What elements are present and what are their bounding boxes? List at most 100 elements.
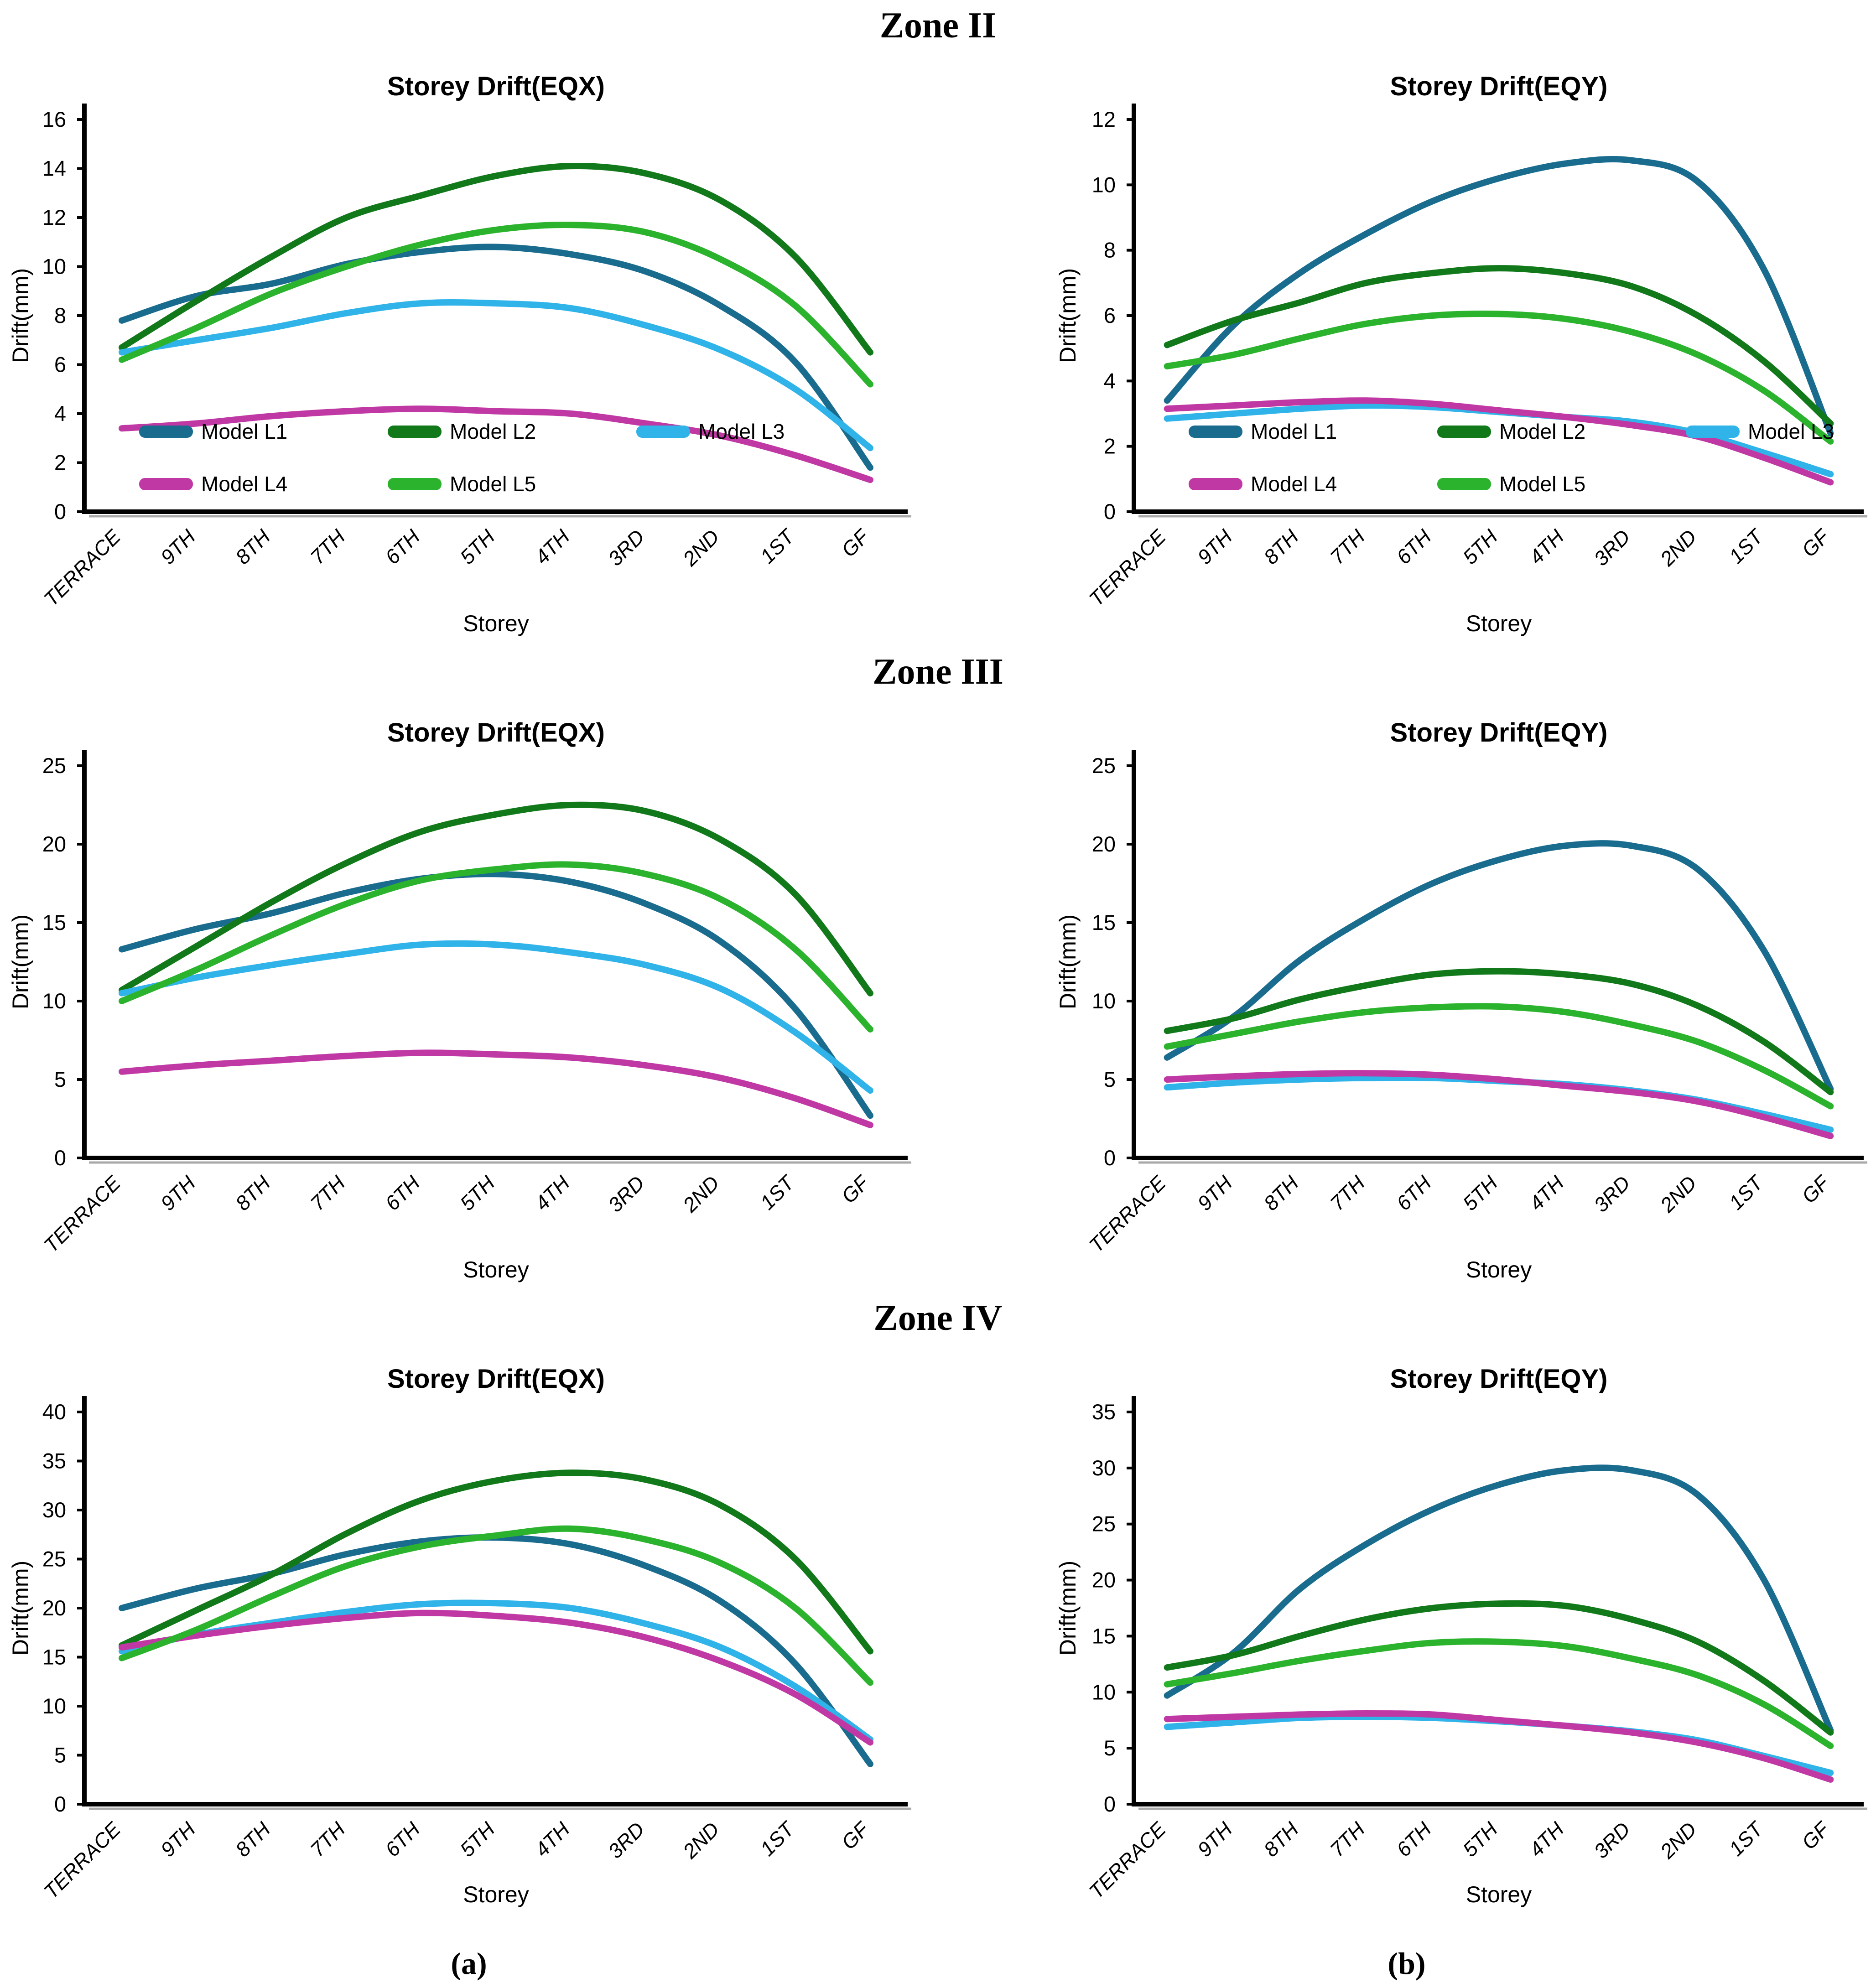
y-tick-label: 15 [42, 910, 66, 934]
y-tick-label: 20 [42, 1596, 66, 1620]
y-tick-label: 0 [54, 1792, 66, 1816]
chart-svg-zone-iv-eqx: Storey Drift(EQX) 0 5 10 15 20 25 30 35 40 TERRACE… [8, 1364, 911, 1907]
x-tick-label: GF [1797, 1170, 1834, 1208]
y-tick-label: 8 [1104, 238, 1116, 262]
y-tick-label: 5 [54, 1067, 66, 1091]
y-tick-label: 10 [1092, 172, 1116, 197]
x-tick-label: 9TH [156, 525, 200, 569]
legend-swatch-model-l3 [1686, 426, 1740, 438]
y-tick-label: 6 [54, 353, 66, 377]
x-tick-label: 9TH [1193, 525, 1237, 569]
legend-label-model-l1: Model L1 [201, 420, 287, 443]
x-tick-label: TERRACE [39, 1171, 125, 1257]
x-tick-label: 2ND [678, 1171, 723, 1217]
x-tick-label: 3RD [603, 1817, 649, 1863]
y-axis-label: Drift(mm) [1055, 914, 1081, 1009]
series-model-l4 [1164, 397, 1834, 486]
x-axis-label: Storey [463, 1257, 529, 1282]
y-tick-label: 10 [1092, 1680, 1116, 1704]
y-tick-label: 0 [1104, 1792, 1116, 1816]
x-tick-label: 1ST [756, 1170, 800, 1215]
x-tick-label: 7TH [306, 525, 350, 569]
series-model-l1 [1164, 840, 1834, 1092]
y-tick-label: 2 [54, 451, 66, 475]
y-tick-label: 15 [42, 1645, 66, 1669]
zone-ii-row: Storey Drift(EQX) 0 2 4 6 8 10 12 14 16 TERRACE 9TH… [0, 51, 1876, 646]
legend-swatch-model-l5 [1437, 478, 1491, 490]
y-tick-label: 20 [1092, 1568, 1116, 1592]
chart-title: Storey Drift(EQY) [1390, 1364, 1608, 1394]
x-tick-label: 2ND [678, 1817, 723, 1863]
x-tick-label: 6TH [1392, 525, 1436, 569]
series-model-l1 [119, 244, 873, 471]
y-axis-label: Drift(mm) [1055, 268, 1081, 363]
x-tick-label: 4TH [530, 1817, 574, 1862]
chart-zone-iii-eqy: Storey Drift(EQY) 0 5 10 15 20 25 TERRACE 9TH 8TH… [938, 697, 1876, 1292]
chart-svg-zone-iii-eqx: Storey Drift(EQX) 0 5 10 15 20 25 TERRACE 9TH 8TH… [8, 718, 911, 1282]
chart-svg-zone-iii-eqy: Storey Drift(EQY) 0 5 10 15 20 25 TERRACE 9TH 8TH… [1055, 718, 1867, 1282]
y-tick-label: 35 [1092, 1400, 1116, 1424]
y-tick-label: 0 [1104, 1146, 1116, 1170]
x-tick-label: 6TH [380, 1171, 425, 1215]
x-tick-label: TERRACE [1085, 1171, 1171, 1257]
series-model-l4 [119, 1609, 873, 1746]
legend-label-model-l4: Model L4 [1251, 472, 1337, 496]
zone-heading-iii: Zone III [873, 651, 1003, 692]
series-model-l2 [119, 1469, 873, 1655]
series-model-l4 [119, 1049, 873, 1128]
y-tick-label: 0 [1104, 499, 1116, 524]
series-model-l3 [119, 940, 873, 1094]
series-model-l2 [119, 162, 873, 356]
panel-label-a: (a) [451, 1946, 487, 1981]
x-tick-label: 1ST [1724, 1170, 1768, 1215]
x-tick-label: TERRACE [1085, 524, 1171, 611]
series-model-l1 [119, 871, 873, 1119]
series-model-l2 [1164, 265, 1834, 427]
legend-label-model-l3: Model L3 [698, 420, 785, 443]
series-model-l4 [119, 405, 873, 483]
y-axis-label: Drift(mm) [8, 268, 33, 363]
y-tick-label: 25 [42, 1547, 66, 1571]
x-tick-label: 6TH [380, 525, 425, 569]
y-tick-label: 15 [1092, 910, 1116, 934]
series-model-l4 [1164, 1070, 1834, 1139]
y-tick-label: 15 [1092, 1624, 1116, 1648]
x-axis-label: Storey [463, 611, 529, 636]
legend-label-model-l2: Model L2 [450, 420, 536, 443]
x-tick-label: GF [1797, 524, 1834, 561]
y-tick-label: 30 [1092, 1456, 1116, 1480]
y-tick-label: 0 [54, 1146, 66, 1170]
y-tick-label: 16 [42, 107, 66, 131]
legend-swatch-model-l5 [388, 478, 442, 490]
x-tick-label: 1ST [756, 524, 800, 568]
series-model-l3 [119, 1599, 873, 1743]
legend-swatch-model-l1 [1189, 426, 1242, 438]
x-tick-label: 9TH [156, 1817, 200, 1862]
x-tick-label: 8TH [1259, 525, 1304, 569]
x-tick-label: 5TH [1458, 1171, 1502, 1215]
legend-swatch-model-l4 [1189, 478, 1242, 490]
x-tick-label: TERRACE [1085, 1817, 1171, 1903]
x-tick-label: 9TH [1193, 1817, 1237, 1862]
x-tick-label: 6TH [380, 1817, 425, 1862]
x-tick-label: 8TH [231, 1171, 275, 1215]
x-tick-label: 7TH [306, 1171, 350, 1215]
x-tick-label: 4TH [1524, 1817, 1569, 1862]
x-axis-label: Storey [1466, 1257, 1532, 1282]
x-tick-label: 3RD [1589, 525, 1635, 571]
x-tick-label: 3RD [1589, 1171, 1635, 1217]
legend: Model L1 Model L2 Model L3 Model L4 Model L5 [1189, 420, 1834, 496]
y-axis-label: Drift(mm) [1055, 1561, 1081, 1656]
x-tick-label: 5TH [1458, 525, 1502, 569]
series-model-l5 [119, 861, 873, 1033]
series-model-l2 [1164, 968, 1834, 1095]
x-tick-label: 3RD [603, 1171, 649, 1217]
legend: Model L1 Model L2 Model L3 Model L4 Model L5 [139, 420, 785, 496]
y-tick-label: 20 [42, 832, 66, 856]
y-tick-label: 6 [1104, 303, 1116, 327]
x-axis-label: Storey [463, 1882, 529, 1907]
legend-swatch-model-l2 [388, 426, 442, 438]
x-tick-label: 8TH [231, 525, 275, 569]
series-model-l1 [1164, 156, 1834, 436]
